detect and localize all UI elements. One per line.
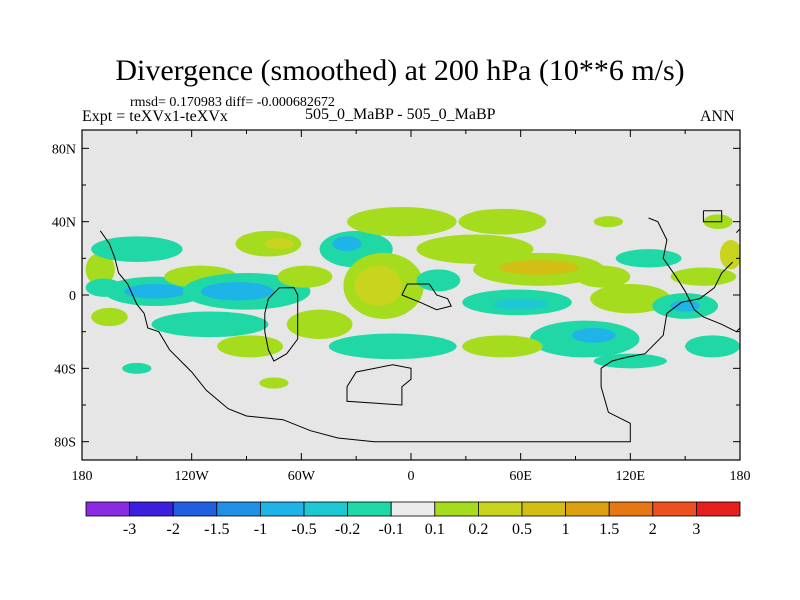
field-blob <box>670 300 700 312</box>
colorbar-swatch <box>259 501 305 517</box>
y-tick-label: 80S <box>54 436 76 451</box>
colorbar-swatch <box>608 501 654 517</box>
colorbar-swatch <box>303 501 348 517</box>
colorbar-label: -2 <box>167 521 180 538</box>
field-blob <box>571 328 616 343</box>
field-blob <box>347 207 457 237</box>
colorbar-label: -0.1 <box>379 521 404 538</box>
y-tick-label: 80N <box>52 142 76 157</box>
colorbar-swatch <box>129 501 174 517</box>
colorbar-swatch <box>652 501 697 517</box>
colorbar-swatch <box>390 501 436 517</box>
coastline <box>648 217 740 333</box>
field-blob <box>719 240 740 270</box>
coastline <box>401 283 452 311</box>
coastlines <box>99 210 740 443</box>
x-tick-label: 180 <box>72 469 93 484</box>
colorbar-swatch <box>216 501 261 517</box>
field-blob <box>200 282 274 301</box>
field-blob <box>122 362 152 374</box>
field-blob <box>685 335 740 358</box>
x-tick-label: 180 <box>730 469 751 484</box>
field-blob <box>458 208 547 235</box>
field-blob <box>217 335 284 358</box>
field-blob <box>575 265 631 288</box>
coastline <box>346 364 412 406</box>
x-tick-label: 60W <box>288 469 316 484</box>
y-tick-label: 0 <box>69 289 76 304</box>
field-blob <box>286 309 353 340</box>
colorbar-label: 3 <box>692 521 700 538</box>
colorbar-label: -1.5 <box>204 521 229 538</box>
coastline <box>264 287 299 362</box>
coastline <box>735 228 740 234</box>
x-tick-label: 0 <box>408 469 415 484</box>
y-axis: 80N 40N 0 40S 80S <box>52 142 740 451</box>
field-blob <box>91 307 128 327</box>
colorbar-label: 0.2 <box>468 521 488 538</box>
field-blob <box>328 333 457 360</box>
colorbar-label: -0.5 <box>291 521 316 538</box>
coastline <box>702 210 723 223</box>
field-blob <box>590 284 671 314</box>
colorbar-swatch <box>434 501 479 517</box>
colorbar-swatch <box>347 501 392 517</box>
case-label: 505_0_MaBP - 505_0_MaBP <box>305 106 496 123</box>
field-blob <box>615 249 682 268</box>
field-blob <box>593 216 624 228</box>
field-blob <box>498 260 580 275</box>
field-blob <box>332 236 362 252</box>
field-blob <box>670 267 737 286</box>
season-label: ANN <box>700 108 735 125</box>
x-tick-label: 120W <box>175 469 210 484</box>
x-axis: 180 120W 60W 0 60E 120E 180 <box>72 130 751 484</box>
field-blob <box>85 252 115 286</box>
field-blob <box>91 236 183 262</box>
field-blob <box>593 353 667 369</box>
stats-text: rmsd= 0.170983 diff= -0.000682672 <box>130 95 335 110</box>
colorbar-label: 0.1 <box>425 521 445 538</box>
experiment-label: Expt = teXVx1-teXVx <box>82 108 228 125</box>
field-blob <box>264 238 295 250</box>
colorbar-swatch <box>565 501 610 517</box>
colorbar-label: -1 <box>254 521 267 538</box>
colorbar-swatch <box>172 501 218 517</box>
colorbar-label: -3 <box>123 521 136 538</box>
colorbar-swatch <box>696 501 741 517</box>
colorbar-label: 1 <box>562 521 570 538</box>
y-tick-label: 40N <box>52 216 76 231</box>
colorbar-swatch <box>477 501 523 517</box>
colorbar-label: 1.5 <box>599 521 619 538</box>
field-blob <box>416 269 461 292</box>
field-blob <box>354 265 402 307</box>
colorbar-label: 2 <box>649 521 657 538</box>
colorbar-swatch <box>521 501 566 517</box>
x-tick-label: 60E <box>509 469 532 484</box>
field-blob <box>151 311 269 338</box>
colorbar-swatch <box>85 501 130 517</box>
field-blob <box>493 298 549 310</box>
field-blob <box>259 377 289 389</box>
field-blob <box>277 265 333 288</box>
coastline <box>99 230 734 443</box>
contour-fields <box>85 207 740 389</box>
field-blob <box>124 284 187 299</box>
colorbar-label: 0.5 <box>512 521 532 538</box>
field-blob <box>462 335 543 358</box>
colorbar-label: -0.2 <box>335 521 360 538</box>
y-tick-label: 40S <box>54 362 76 377</box>
colorbar: -3 -2 -1.5 -1 -0.5 -0.2 -0.1 0.1 0.2 0.5 1 1.5 2 3 <box>85 501 741 538</box>
chart-title: Divergence (smoothed) at 200 hPa (10**6 … <box>115 54 685 87</box>
x-tick-label: 120E <box>616 469 646 484</box>
